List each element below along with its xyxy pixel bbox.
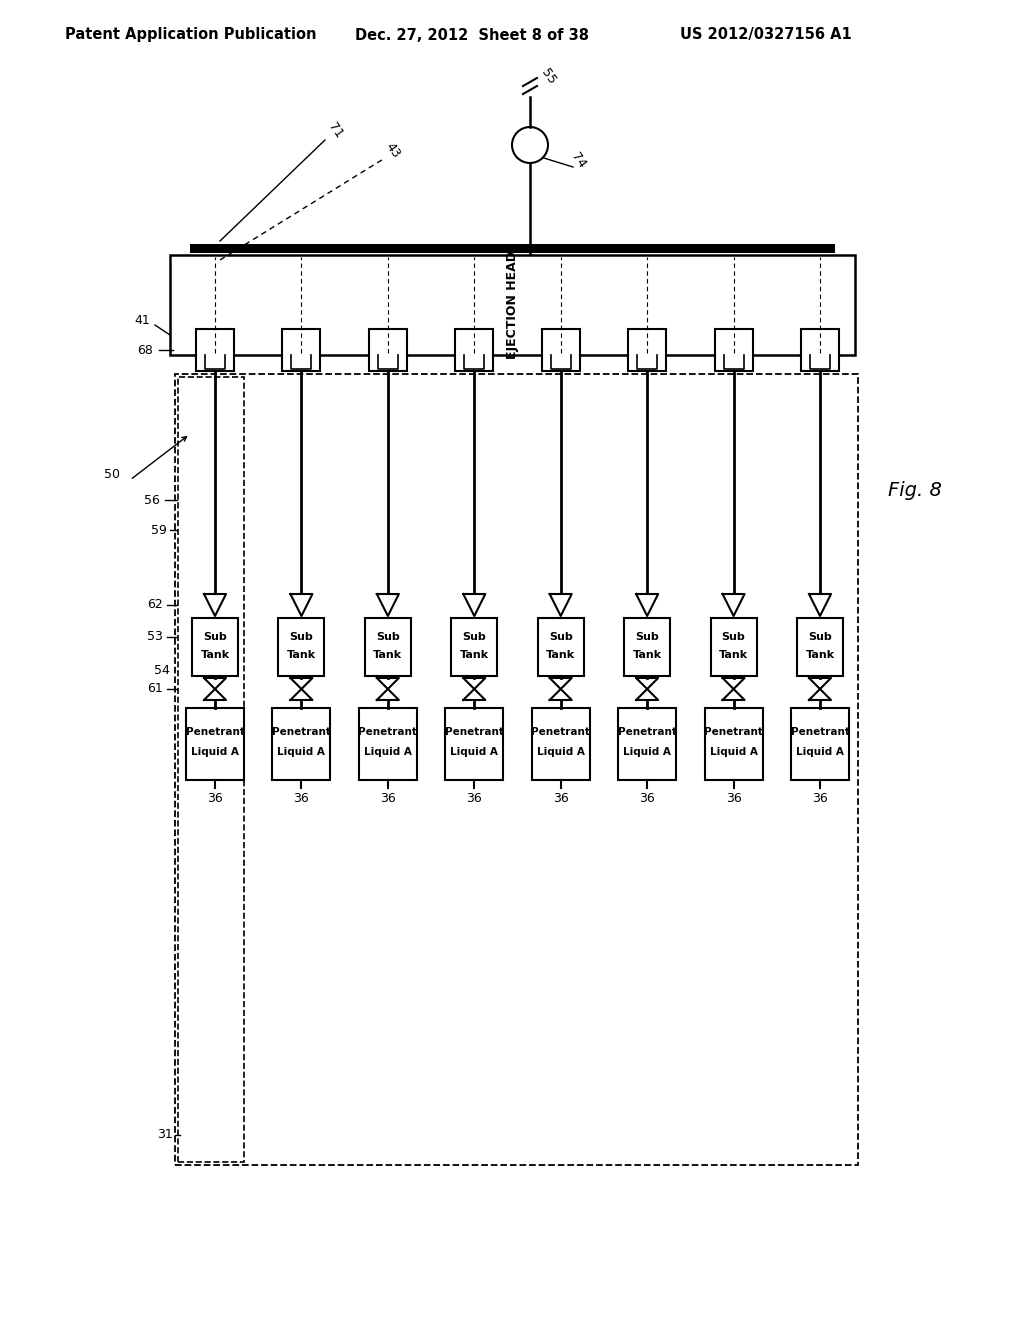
Text: 36: 36 bbox=[726, 792, 741, 804]
Bar bbox=[791, 708, 849, 780]
Bar bbox=[801, 329, 839, 371]
Text: Sub: Sub bbox=[635, 632, 659, 642]
Text: 50: 50 bbox=[104, 469, 120, 482]
Text: 59: 59 bbox=[152, 524, 167, 536]
Text: US 2012/0327156 A1: US 2012/0327156 A1 bbox=[680, 28, 852, 42]
Text: Liquid A: Liquid A bbox=[278, 747, 326, 756]
Text: 56: 56 bbox=[144, 494, 160, 507]
Text: Dec. 27, 2012  Sheet 8 of 38: Dec. 27, 2012 Sheet 8 of 38 bbox=[355, 28, 589, 42]
Text: Tank: Tank bbox=[806, 649, 835, 660]
Text: 68: 68 bbox=[137, 343, 153, 356]
Bar bbox=[178, 378, 244, 1162]
Text: Penetrant: Penetrant bbox=[705, 727, 763, 737]
Bar bbox=[705, 708, 763, 780]
Text: 36: 36 bbox=[207, 792, 223, 804]
Text: Sub: Sub bbox=[808, 632, 831, 642]
Bar bbox=[445, 708, 503, 780]
Text: Tank: Tank bbox=[633, 649, 662, 660]
Text: Liquid A: Liquid A bbox=[451, 747, 499, 756]
Text: 31: 31 bbox=[158, 1129, 173, 1142]
Text: Tank: Tank bbox=[460, 649, 488, 660]
Bar bbox=[186, 708, 244, 780]
Bar bbox=[196, 329, 234, 371]
Text: Liquid A: Liquid A bbox=[796, 747, 844, 756]
Text: 55: 55 bbox=[538, 67, 558, 87]
Text: Liquid A: Liquid A bbox=[364, 747, 412, 756]
Text: 43: 43 bbox=[383, 140, 402, 160]
Text: Penetrant: Penetrant bbox=[358, 727, 418, 737]
Bar bbox=[190, 242, 835, 253]
Bar bbox=[542, 329, 580, 371]
Bar bbox=[538, 618, 584, 676]
Bar bbox=[628, 329, 667, 371]
Text: 36: 36 bbox=[466, 792, 482, 804]
Text: Penetrant: Penetrant bbox=[791, 727, 850, 737]
Text: Tank: Tank bbox=[201, 649, 229, 660]
Bar bbox=[358, 708, 417, 780]
Bar bbox=[175, 374, 858, 1166]
Bar bbox=[711, 618, 757, 676]
Text: Tank: Tank bbox=[374, 649, 402, 660]
Text: Liquid A: Liquid A bbox=[624, 747, 671, 756]
Text: Liquid A: Liquid A bbox=[191, 747, 239, 756]
Text: 74: 74 bbox=[568, 149, 588, 170]
Text: Penetrant: Penetrant bbox=[531, 727, 590, 737]
Text: Penetrant: Penetrant bbox=[185, 727, 245, 737]
Text: Sub: Sub bbox=[376, 632, 399, 642]
Bar bbox=[279, 618, 325, 676]
Bar bbox=[625, 618, 670, 676]
Text: Sub: Sub bbox=[290, 632, 313, 642]
Bar bbox=[618, 708, 676, 780]
Text: Sub: Sub bbox=[463, 632, 486, 642]
Bar bbox=[456, 329, 494, 371]
Text: Sub: Sub bbox=[549, 632, 572, 642]
Text: 36: 36 bbox=[639, 792, 655, 804]
Text: EJECTION HEAD: EJECTION HEAD bbox=[506, 251, 519, 359]
Text: Sub: Sub bbox=[203, 632, 227, 642]
Text: Tank: Tank bbox=[287, 649, 316, 660]
Text: Tank: Tank bbox=[546, 649, 575, 660]
Text: Tank: Tank bbox=[719, 649, 749, 660]
Text: Penetrant: Penetrant bbox=[272, 727, 331, 737]
Text: 53: 53 bbox=[147, 631, 163, 644]
Text: Penetrant: Penetrant bbox=[444, 727, 504, 737]
Text: Liquid A: Liquid A bbox=[537, 747, 585, 756]
Text: Fig. 8: Fig. 8 bbox=[888, 480, 942, 499]
Text: 62: 62 bbox=[147, 598, 163, 611]
Bar bbox=[272, 708, 331, 780]
Bar bbox=[283, 329, 321, 371]
Bar bbox=[531, 708, 590, 780]
Bar bbox=[369, 329, 407, 371]
Bar bbox=[715, 329, 753, 371]
Text: 36: 36 bbox=[294, 792, 309, 804]
Text: 36: 36 bbox=[553, 792, 568, 804]
Bar bbox=[190, 242, 835, 244]
Bar bbox=[170, 255, 855, 355]
Text: 36: 36 bbox=[380, 792, 395, 804]
Bar bbox=[797, 618, 843, 676]
Text: Patent Application Publication: Patent Application Publication bbox=[65, 28, 316, 42]
Text: 41: 41 bbox=[134, 314, 150, 326]
Text: Penetrant: Penetrant bbox=[617, 727, 677, 737]
Text: Liquid A: Liquid A bbox=[710, 747, 758, 756]
Bar bbox=[365, 618, 411, 676]
Text: Sub: Sub bbox=[722, 632, 745, 642]
Text: 71: 71 bbox=[326, 120, 345, 140]
Text: 54: 54 bbox=[155, 664, 170, 677]
Bar bbox=[452, 618, 498, 676]
Text: 61: 61 bbox=[147, 682, 163, 696]
Bar bbox=[193, 618, 238, 676]
Text: 36: 36 bbox=[812, 792, 827, 804]
